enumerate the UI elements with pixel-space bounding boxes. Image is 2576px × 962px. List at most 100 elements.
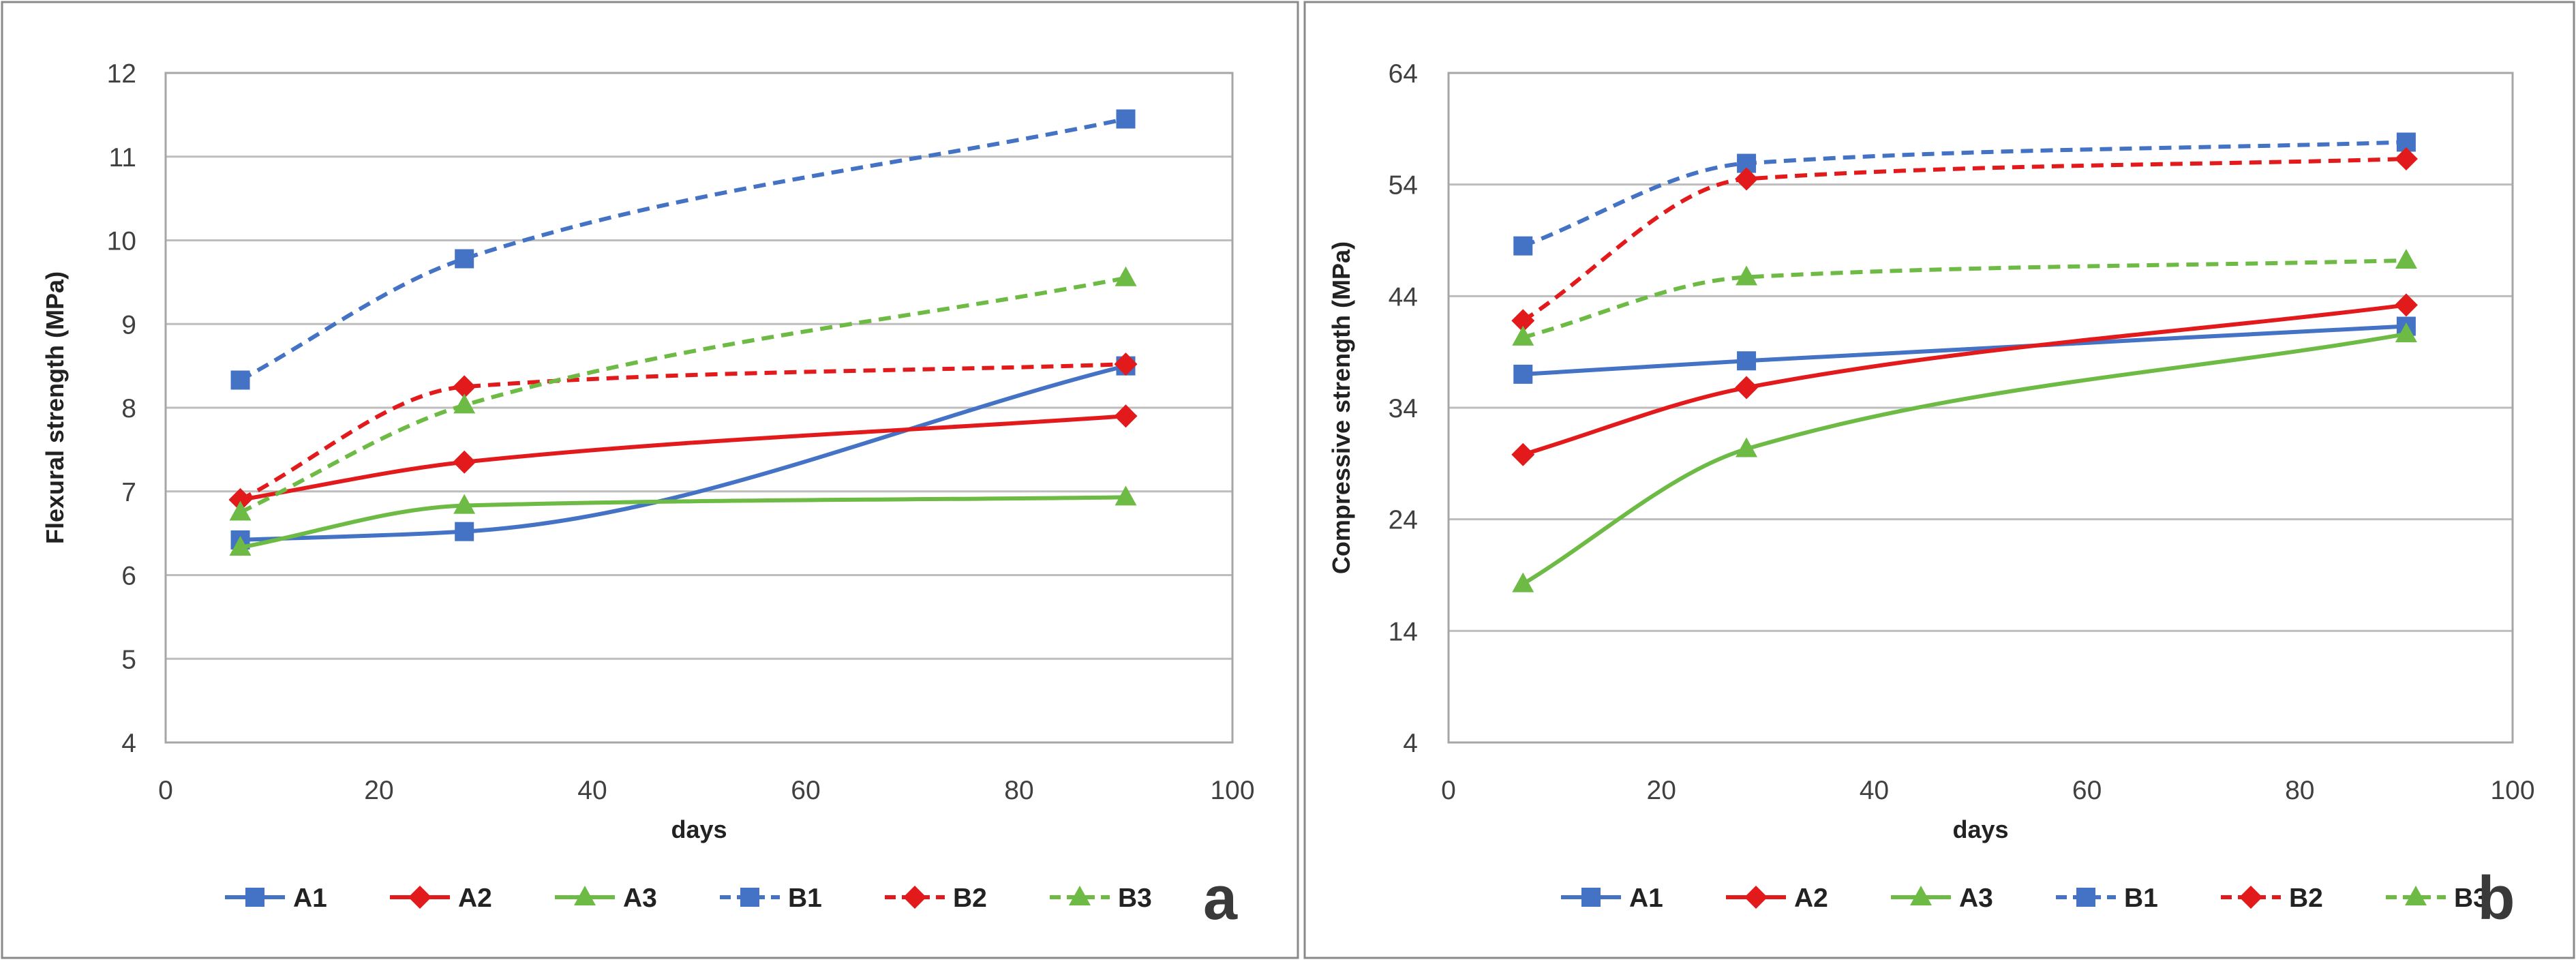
- data-point-B2: [2394, 147, 2418, 171]
- data-point-B2: [228, 488, 252, 512]
- panel-frame: [1, 1, 1299, 959]
- series-line-A3: [239, 495, 1126, 550]
- y-tick-label: 7: [121, 478, 136, 507]
- panel-tag: b: [2478, 865, 2515, 933]
- y-tick-label: 4: [1403, 729, 1418, 758]
- data-point-A2: [1735, 376, 1759, 400]
- legend-marker-A3: [1910, 886, 1932, 905]
- y-tick-label: 8: [121, 394, 136, 423]
- data-point-A3: [1115, 485, 1137, 506]
- x-tick-label: 60: [2072, 776, 2102, 805]
- legend-label-A3: A3: [623, 884, 657, 913]
- series-line-A1: [1523, 324, 2407, 376]
- x-axis-label: days: [1952, 815, 2008, 843]
- legend-label-B2: B2: [2289, 884, 2323, 913]
- legend-marker-B3: [2405, 886, 2427, 905]
- data-point-A3: [453, 494, 476, 514]
- plot-area: [164, 72, 1234, 744]
- series-line-B3: [1522, 258, 2406, 340]
- legend-label-B3: B3: [2454, 884, 2488, 913]
- series-line-A2: [1522, 303, 2407, 457]
- data-point-B3: [453, 393, 476, 414]
- data-point-B2: [1735, 167, 1759, 191]
- y-axis-label: Compressive strength (MPa): [1327, 241, 1355, 574]
- data-point-A3: [2395, 322, 2417, 342]
- data-point-B1: [1513, 236, 1533, 256]
- legend-label-A1: A1: [293, 884, 327, 913]
- data-point-A1: [1513, 364, 1533, 384]
- legend-marker-A2: [1744, 886, 1768, 909]
- legend-label-B3: B3: [1118, 884, 1152, 913]
- data-point-A3: [229, 535, 252, 556]
- data-point-B3: [2395, 248, 2417, 269]
- data-point-A2: [1114, 404, 1138, 428]
- y-tick-label: 10: [107, 227, 136, 256]
- y-tick-label: 64: [1389, 59, 1418, 89]
- series-line-B1: [239, 117, 1127, 382]
- panel-b-compressive-chart: 4 14 24 34 44 54 64 0 20 40 60 80 100 days Compressive…: [1303, 1, 2575, 959]
- plot-area: [1447, 72, 2514, 744]
- legend-label-B2: B2: [953, 884, 987, 913]
- series-line-B2: [1521, 157, 2406, 322]
- y-tick-label: 11: [109, 143, 137, 172]
- x-tick-label: 100: [2490, 776, 2534, 805]
- legend-marker-B1: [2076, 888, 2095, 907]
- x-tick-label: 20: [1647, 776, 1676, 805]
- legend-marker-A2: [408, 886, 431, 909]
- series-line-B1: [1522, 140, 2406, 248]
- x-tick-label: 100: [1210, 776, 1254, 805]
- panel-a-flexural-chart: 4 5 6 7 8 9 10 11 12 0 20 40 60 80 100 days Flexural str…: [1, 1, 1299, 959]
- data-point-B3: [1115, 266, 1137, 286]
- y-tick-label: 44: [1389, 282, 1418, 312]
- x-tick-label: 40: [577, 776, 607, 805]
- data-point-B3: [229, 500, 252, 521]
- y-axis-label: Flexural strength (MPa): [41, 271, 69, 544]
- legend-marker-A3: [574, 886, 596, 905]
- x-tick-label: 0: [1441, 776, 1456, 805]
- data-point-A3: [1512, 572, 1534, 592]
- series-line-A3: [1521, 332, 2407, 586]
- panel-tag: a: [1203, 865, 1238, 933]
- y-tick-label: 54: [1389, 171, 1418, 200]
- data-point-A1: [455, 522, 474, 541]
- series-line-B2: [239, 362, 1126, 502]
- y-tick-label: 9: [121, 310, 136, 340]
- x-axis-label: days: [671, 815, 727, 843]
- legend-label-A1: A1: [1629, 884, 1663, 913]
- y-tick-label: 4: [121, 729, 136, 758]
- series-line-B3: [239, 275, 1127, 515]
- x-tick-label: 0: [158, 776, 173, 805]
- y-tick-label: 24: [1389, 506, 1418, 535]
- y-tick-label: 5: [121, 645, 136, 674]
- legend-marker-B1: [740, 888, 759, 907]
- legend-marker-B2: [903, 886, 926, 909]
- y-tick-label: 12: [107, 59, 136, 89]
- data-point-A3: [1736, 437, 1758, 457]
- y-tick-label: 6: [121, 562, 136, 591]
- series-line-A2: [240, 414, 1126, 502]
- x-tick-label: 60: [791, 776, 820, 805]
- data-point-B1: [1116, 109, 1136, 129]
- data-point-B1: [230, 370, 250, 390]
- legend-marker-A1: [245, 888, 264, 907]
- data-point-B2: [453, 375, 476, 399]
- legend-marker-B3: [1069, 886, 1091, 905]
- data-point-B2: [1114, 352, 1138, 376]
- legend-marker-A1: [1581, 888, 1601, 907]
- legend-label-A2: A2: [1794, 884, 1828, 913]
- data-point-A2: [453, 450, 476, 474]
- legend-label-A2: A2: [458, 884, 492, 913]
- data-point-B3: [1512, 325, 1534, 346]
- panel-frame: [1303, 1, 2575, 959]
- x-tick-label: 40: [1860, 776, 1889, 805]
- data-point-B2: [1511, 309, 1535, 333]
- legend-label-B1: B1: [788, 884, 822, 913]
- data-point-B1: [455, 249, 474, 269]
- data-point-A1: [1737, 351, 1757, 371]
- series-line-A1: [240, 363, 1127, 542]
- x-tick-label: 80: [2285, 776, 2314, 805]
- y-tick-label: 14: [1389, 617, 1418, 646]
- data-point-A2: [2394, 293, 2418, 317]
- legend-label-A3: A3: [1959, 884, 1993, 913]
